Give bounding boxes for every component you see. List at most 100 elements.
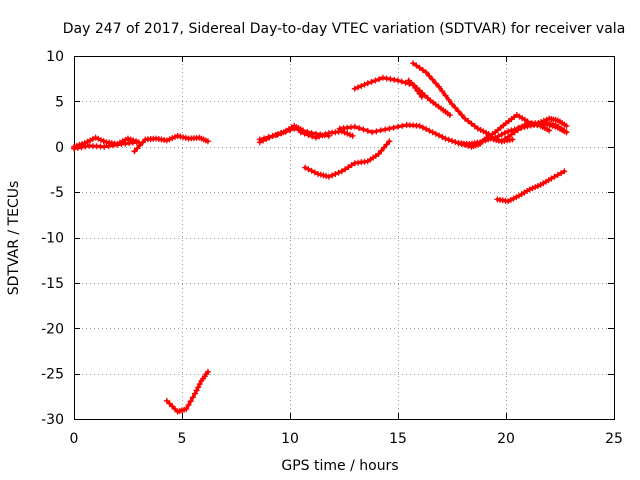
data-point-interp: [511, 126, 518, 133]
series-track-07: [297, 128, 356, 141]
data-point-interp: [320, 172, 327, 179]
data-point-interp: [177, 133, 184, 140]
data-point: [509, 136, 516, 143]
data-point-interp: [308, 167, 315, 174]
data-point-interp: [380, 144, 387, 151]
data-point-interp: [551, 173, 558, 180]
data-point-interp: [269, 133, 276, 140]
data-point-interp: [382, 126, 389, 133]
data-point: [429, 129, 436, 136]
x-tick-label: 10: [281, 431, 299, 447]
data-point-interp: [282, 128, 289, 135]
x-tick-label: 15: [389, 431, 407, 447]
data-point-interp: [508, 127, 515, 134]
data-point-interp: [436, 132, 443, 139]
data-point-interp: [311, 169, 318, 176]
data-point-interp: [538, 119, 545, 126]
data-point-interp: [529, 185, 536, 192]
x-axis-label: GPS time / hours: [281, 458, 398, 474]
data-point: [71, 145, 77, 152]
data-point: [297, 129, 304, 136]
data-point-interp: [395, 123, 401, 130]
data-point-interp: [519, 123, 526, 130]
y-tick-label: -25: [41, 367, 64, 383]
data-point-interp: [471, 123, 478, 130]
data-point-interp: [329, 172, 336, 179]
data-point-interp: [372, 77, 379, 84]
y-tick-label: 0: [55, 140, 64, 156]
data-point-interp: [419, 67, 426, 74]
data-point-interp: [261, 135, 268, 142]
data-point-interp: [169, 403, 176, 410]
data-point-interp: [368, 78, 375, 85]
data-point: [125, 135, 131, 142]
data-point-interp: [399, 122, 406, 129]
data-point-interp: [74, 144, 81, 151]
data-point-interp: [114, 141, 121, 148]
y-tick-label: 5: [55, 94, 64, 110]
data-point: [436, 83, 443, 90]
data-point: [163, 137, 170, 144]
data-point-interp: [82, 143, 89, 150]
series-track-02: [131, 132, 211, 155]
data-point-interp: [265, 134, 272, 141]
data-point-interp: [317, 171, 324, 178]
data-point-interp: [105, 143, 112, 150]
data-point-interp: [540, 117, 547, 124]
data-point: [477, 139, 484, 146]
data-point-interp: [439, 88, 446, 95]
data-point: [204, 138, 211, 145]
data-point-interp: [305, 131, 312, 138]
data-point-interp: [166, 136, 173, 143]
data-point-interp: [182, 134, 189, 141]
data-point-interp: [387, 76, 394, 83]
data-point-interp: [429, 76, 436, 83]
data-point-interp: [416, 64, 423, 71]
data-point-interp: [391, 76, 398, 83]
data-point-interp: [166, 400, 173, 407]
y-tick-label: -5: [50, 185, 64, 201]
data-point-interp: [171, 406, 178, 413]
data-point-interp: [278, 130, 285, 137]
data-point: [183, 406, 190, 413]
data-point: [351, 85, 358, 92]
x-tick-label: 0: [70, 431, 79, 447]
data-point: [131, 148, 138, 155]
data-point: [449, 101, 455, 108]
x-tick-label: 20: [497, 431, 515, 447]
data-point-interp: [100, 138, 107, 145]
data-point: [395, 77, 401, 84]
data-point-interp: [309, 133, 316, 140]
data-point-interp: [134, 145, 141, 152]
data-point-interp: [345, 164, 352, 171]
data-point-interp: [196, 381, 203, 388]
data-point-interp: [419, 124, 426, 131]
data-point-interp: [195, 384, 202, 391]
data-point: [423, 69, 430, 76]
data-point: [498, 138, 505, 145]
data-point: [526, 186, 533, 193]
series-track-04: [163, 368, 211, 415]
data-point: [485, 132, 492, 139]
data-point: [548, 175, 555, 182]
series-track-12: [410, 60, 492, 138]
data-point-interp: [442, 92, 449, 99]
data-point: [291, 125, 298, 132]
data-point-interp: [189, 394, 196, 401]
data-point-interp: [449, 137, 455, 144]
data-point: [563, 129, 570, 136]
data-point-interp: [319, 132, 326, 139]
data-point-interp: [98, 136, 104, 143]
data-point-interp: [287, 127, 293, 134]
data-point-interp: [558, 170, 565, 177]
data-point-interp: [301, 130, 308, 137]
data-point-interp: [361, 81, 368, 88]
data-point-interp: [364, 127, 371, 134]
data-point-interp: [543, 116, 550, 123]
data-point-interp: [445, 136, 452, 143]
data-point: [379, 74, 386, 81]
data-point-interp: [322, 131, 329, 138]
data-point-interp: [341, 129, 348, 136]
series-track-03: [71, 139, 140, 152]
y-tick-label: -30: [41, 412, 64, 428]
